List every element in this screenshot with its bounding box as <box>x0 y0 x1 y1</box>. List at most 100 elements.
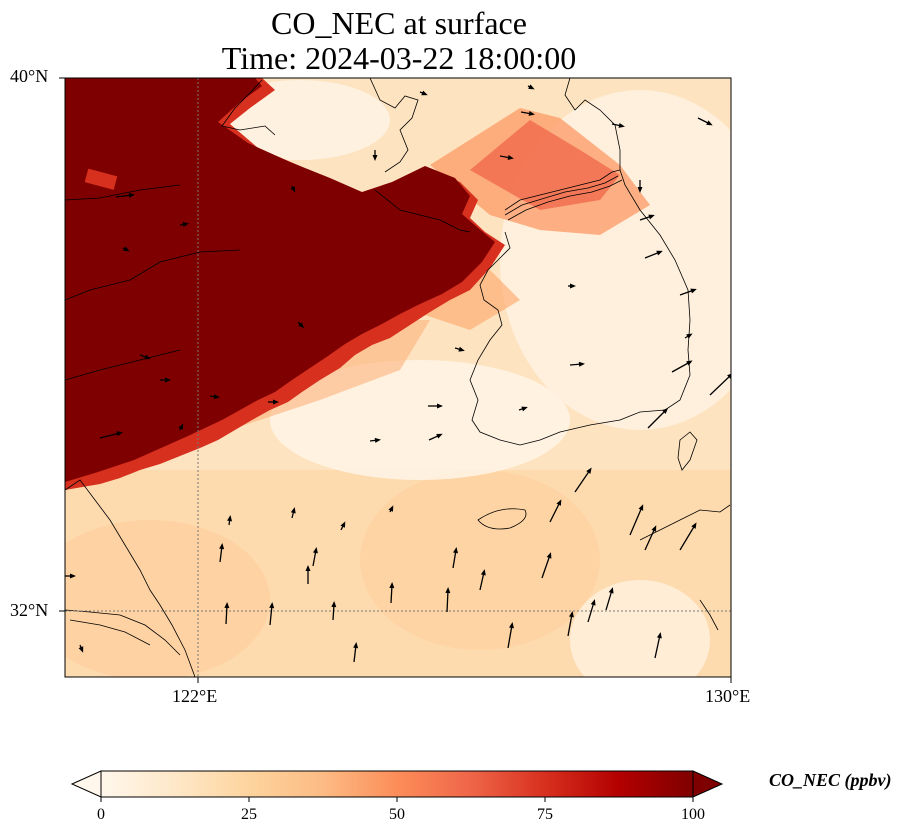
wind-vector-head <box>123 246 130 252</box>
map-field <box>65 78 731 677</box>
map-frame <box>64 77 732 678</box>
wind-vector-head <box>648 214 655 220</box>
wind-vector <box>709 374 731 396</box>
wind-vector-head <box>421 90 428 96</box>
wind-vector-head <box>436 433 443 439</box>
wind-vector-head <box>116 431 123 437</box>
wind-vector-head <box>372 155 378 161</box>
wind-vector-head <box>340 521 346 528</box>
wind-vector-head <box>178 423 184 430</box>
wind-vector-head <box>590 599 596 606</box>
gridlines <box>65 78 731 677</box>
wind-vector-head <box>144 354 151 360</box>
wind-vector-head <box>528 111 535 116</box>
wind-vector-head <box>290 507 296 514</box>
wind-vector-head <box>374 437 381 443</box>
wind-vector-head <box>546 552 552 559</box>
wind-vector-head <box>556 499 562 506</box>
wind-vector <box>629 506 643 536</box>
wind-vector <box>225 604 228 625</box>
colorbar-tick-label: 50 <box>389 806 405 823</box>
wind-vector-head <box>509 622 514 629</box>
wind-vector-head <box>213 394 220 400</box>
wind-vector-head <box>331 601 337 608</box>
wind-vector <box>587 601 595 623</box>
wind-vector-head <box>569 611 574 618</box>
wind-vectors <box>65 84 731 663</box>
colorbar-label: CO_NEC (ppbv) <box>769 770 892 790</box>
wind-vector <box>452 549 457 569</box>
wind-vector-head <box>353 642 359 649</box>
wind-vector <box>644 527 656 551</box>
wind-vector-head <box>507 155 514 160</box>
wind-vector <box>574 469 591 493</box>
wind-vector-head <box>388 505 394 512</box>
wind-vector-head <box>662 407 669 414</box>
wind-vector-head <box>389 582 395 589</box>
wind-vector-head <box>727 373 731 379</box>
wind-vector-head <box>637 187 643 193</box>
wind-vector-head <box>480 569 486 576</box>
wind-vector-head <box>521 406 528 412</box>
wind-vector <box>507 624 513 649</box>
colorbar-tick-label: 75 <box>537 806 553 823</box>
wind-vector-head <box>298 322 305 329</box>
wind-vector-head <box>618 122 625 128</box>
wind-vector-head <box>437 403 443 409</box>
colorbar <box>70 770 724 802</box>
lon-tick-label: 130°E <box>705 686 751 706</box>
wind-vector-head <box>290 186 296 193</box>
wind-vector <box>647 409 667 429</box>
wind-vector-head <box>690 288 697 294</box>
wind-vector-head <box>269 602 275 609</box>
lat-tick-label: 32°N <box>10 600 49 620</box>
wind-vector-head <box>453 547 458 554</box>
wind-vector <box>679 524 696 551</box>
wind-vector-head <box>273 399 279 405</box>
wind-vector-head <box>586 467 592 474</box>
map-title: CO_NEC at surface <box>271 5 527 41</box>
wind-vector-head <box>691 522 697 529</box>
wind-vector <box>605 589 613 611</box>
wind-vector-head <box>458 346 465 352</box>
wind-vector <box>479 571 485 591</box>
wind-vector-head <box>528 84 535 90</box>
wind-vector-head <box>182 222 189 227</box>
wind-vector-head <box>686 360 693 366</box>
wind-vector-head <box>224 602 230 609</box>
wind-vector-head <box>656 250 663 256</box>
lon-tick-label: 122°E <box>172 686 218 706</box>
map-subtitle: Time: 2024-03-22 18:00:00 <box>221 40 577 76</box>
wind-vector-head <box>578 361 585 367</box>
wind-vector-head <box>651 525 657 532</box>
wind-vector <box>549 501 561 523</box>
wind-vector <box>671 361 691 373</box>
wind-vector <box>99 432 121 439</box>
wind-vector-head <box>219 543 225 550</box>
colorbar-tick-label: 25 <box>241 806 257 823</box>
wind-vector <box>390 584 393 604</box>
lat-tick-label: 40°N <box>10 66 49 86</box>
wind-vector <box>541 554 551 579</box>
wind-vector-head <box>70 573 76 579</box>
wind-vector-head <box>570 283 576 289</box>
wind-vector-head <box>608 587 614 594</box>
wind-vector-head <box>227 515 233 522</box>
wind-vector <box>269 604 273 626</box>
wind-vector-head <box>706 120 713 126</box>
wind-vector-head <box>165 377 171 383</box>
wind-vector-head <box>305 565 311 571</box>
wind-vector <box>446 589 449 613</box>
colorbar-tick-label: 0 <box>97 806 105 823</box>
wind-vector-head <box>656 632 662 639</box>
wind-vector <box>567 613 573 637</box>
colorbar-tick-label: 100 <box>681 806 705 823</box>
wind-vector-head <box>128 192 135 198</box>
wind-vector-head <box>312 547 318 554</box>
wind-vector-head <box>638 504 644 511</box>
wind-vector <box>654 634 661 659</box>
wind-vector-head <box>445 587 451 594</box>
wind-vector-head <box>686 333 693 339</box>
wind-vector-head <box>78 646 84 653</box>
